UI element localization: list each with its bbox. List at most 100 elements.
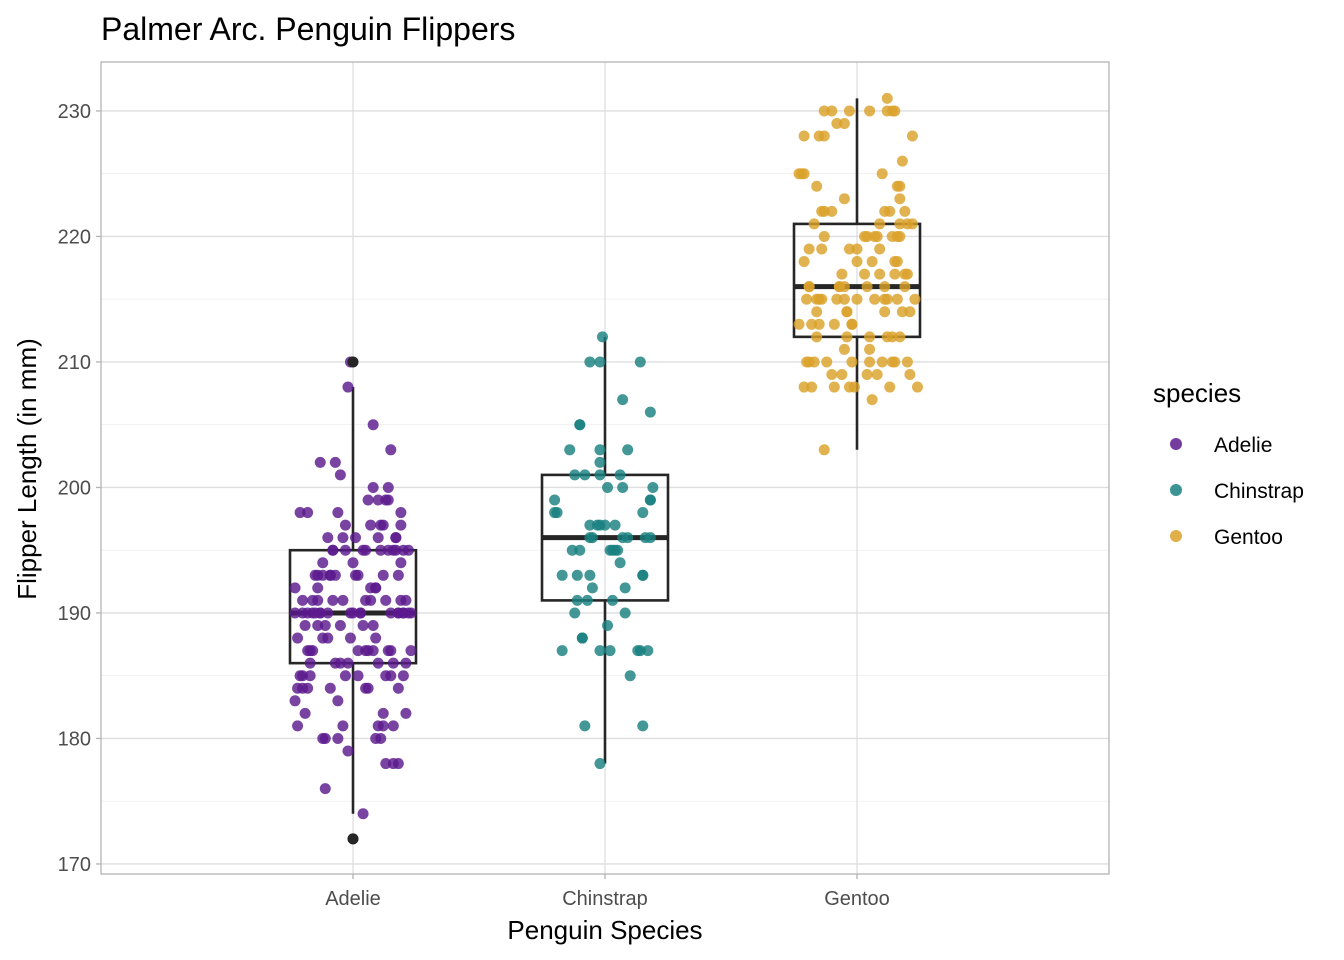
- data-point-chinstrap: [579, 720, 591, 732]
- data-point-chinstrap: [594, 444, 606, 456]
- data-point-gentoo: [808, 218, 820, 230]
- data-point-gentoo: [894, 230, 906, 242]
- data-point-gentoo: [828, 318, 840, 330]
- data-point-gentoo: [811, 306, 823, 318]
- data-point-gentoo: [798, 130, 810, 142]
- data-point-gentoo: [876, 168, 888, 180]
- data-point-gentoo: [808, 356, 820, 368]
- data-point-gentoo: [798, 168, 810, 180]
- data-point-adelie: [397, 607, 409, 619]
- data-point-chinstrap: [619, 607, 631, 619]
- data-point-gentoo: [826, 205, 838, 217]
- data-point-gentoo: [798, 256, 810, 268]
- data-point-gentoo: [874, 243, 886, 255]
- data-point-gentoo: [906, 130, 918, 142]
- data-point-gentoo: [813, 293, 825, 305]
- data-point-gentoo: [874, 268, 886, 280]
- data-point-adelie: [352, 670, 364, 682]
- data-point-adelie: [312, 620, 324, 632]
- data-point-gentoo: [896, 306, 908, 318]
- data-point-adelie: [390, 532, 402, 544]
- data-point-adelie: [350, 569, 362, 581]
- data-point-chinstrap: [607, 594, 619, 606]
- data-point-chinstrap: [584, 519, 596, 531]
- data-point-gentoo: [836, 369, 848, 381]
- data-point-adelie: [360, 645, 372, 657]
- data-point-chinstrap: [619, 582, 631, 594]
- data-point-gentoo: [909, 293, 921, 305]
- data-point-adelie: [322, 607, 334, 619]
- y-tick-label: 210: [58, 352, 91, 374]
- data-point-chinstrap: [584, 569, 596, 581]
- data-point-gentoo: [876, 356, 888, 368]
- data-point-adelie: [342, 745, 354, 757]
- y-tick-label: 180: [58, 728, 91, 750]
- data-point-adelie: [304, 670, 316, 682]
- data-point-adelie: [360, 682, 372, 694]
- data-point-chinstrap: [614, 557, 626, 569]
- data-point-gentoo: [793, 318, 805, 330]
- data-point-adelie: [342, 381, 354, 393]
- data-point-chinstrap: [644, 406, 656, 418]
- data-point-adelie: [342, 657, 354, 669]
- data-point-chinstrap: [569, 607, 581, 619]
- data-point-gentoo: [811, 180, 823, 192]
- data-point-gentoo: [879, 205, 891, 217]
- data-point-adelie: [385, 670, 397, 682]
- data-point-chinstrap: [624, 670, 636, 682]
- data-point-adelie: [289, 607, 301, 619]
- data-point-gentoo: [886, 331, 898, 343]
- data-point-adelie: [302, 507, 314, 519]
- data-point-chinstrap: [571, 569, 583, 581]
- data-point-chinstrap: [617, 481, 629, 493]
- data-point-gentoo: [906, 218, 918, 230]
- y-tick-label: 200: [58, 477, 91, 499]
- data-point-adelie: [302, 645, 314, 657]
- data-point-gentoo: [864, 105, 876, 117]
- legend-key-adelie: [1170, 438, 1182, 450]
- data-point-adelie: [312, 582, 324, 594]
- data-point-gentoo: [874, 218, 886, 230]
- data-point-gentoo: [881, 293, 893, 305]
- data-point-adelie: [372, 494, 384, 506]
- data-point-adelie: [367, 620, 379, 632]
- data-point-adelie: [377, 569, 389, 581]
- data-point-adelie: [392, 569, 404, 581]
- data-point-adelie: [332, 732, 344, 744]
- data-point-gentoo: [861, 281, 873, 293]
- data-point-adelie: [375, 544, 387, 556]
- data-point-gentoo: [838, 117, 850, 129]
- data-point-chinstrap: [617, 394, 629, 406]
- data-point-chinstrap: [586, 582, 598, 594]
- data-point-gentoo: [851, 243, 863, 255]
- data-point-gentoo: [843, 243, 855, 255]
- y-tick-label: 190: [58, 603, 91, 625]
- data-point-gentoo: [818, 444, 830, 456]
- data-point-chinstrap: [622, 444, 634, 456]
- data-point-gentoo: [843, 105, 855, 117]
- data-point-gentoo: [896, 155, 908, 167]
- data-point-adelie: [405, 645, 417, 657]
- data-point-adelie: [370, 732, 382, 744]
- data-point-gentoo: [846, 318, 858, 330]
- data-point-adelie: [397, 670, 409, 682]
- data-point-adelie: [324, 682, 336, 694]
- data-point-chinstrap: [571, 594, 583, 606]
- data-point-adelie: [317, 557, 329, 569]
- data-point-adelie: [397, 544, 409, 556]
- data-point-chinstrap: [549, 494, 561, 506]
- data-point-gentoo: [886, 230, 898, 242]
- data-point-gentoo: [806, 318, 818, 330]
- data-point-adelie: [365, 519, 377, 531]
- data-point-adelie: [327, 594, 339, 606]
- data-point-adelie: [360, 594, 372, 606]
- data-point-gentoo: [864, 343, 876, 355]
- data-point-gentoo: [901, 356, 913, 368]
- y-axis-ticks: 170 180 190 200 210 220 230: [58, 101, 101, 876]
- data-point-gentoo: [838, 281, 850, 293]
- data-point-gentoo: [841, 331, 853, 343]
- data-point-gentoo: [826, 369, 838, 381]
- data-point-adelie: [317, 569, 329, 581]
- data-point-adelie: [395, 519, 407, 531]
- data-point-gentoo: [891, 180, 903, 192]
